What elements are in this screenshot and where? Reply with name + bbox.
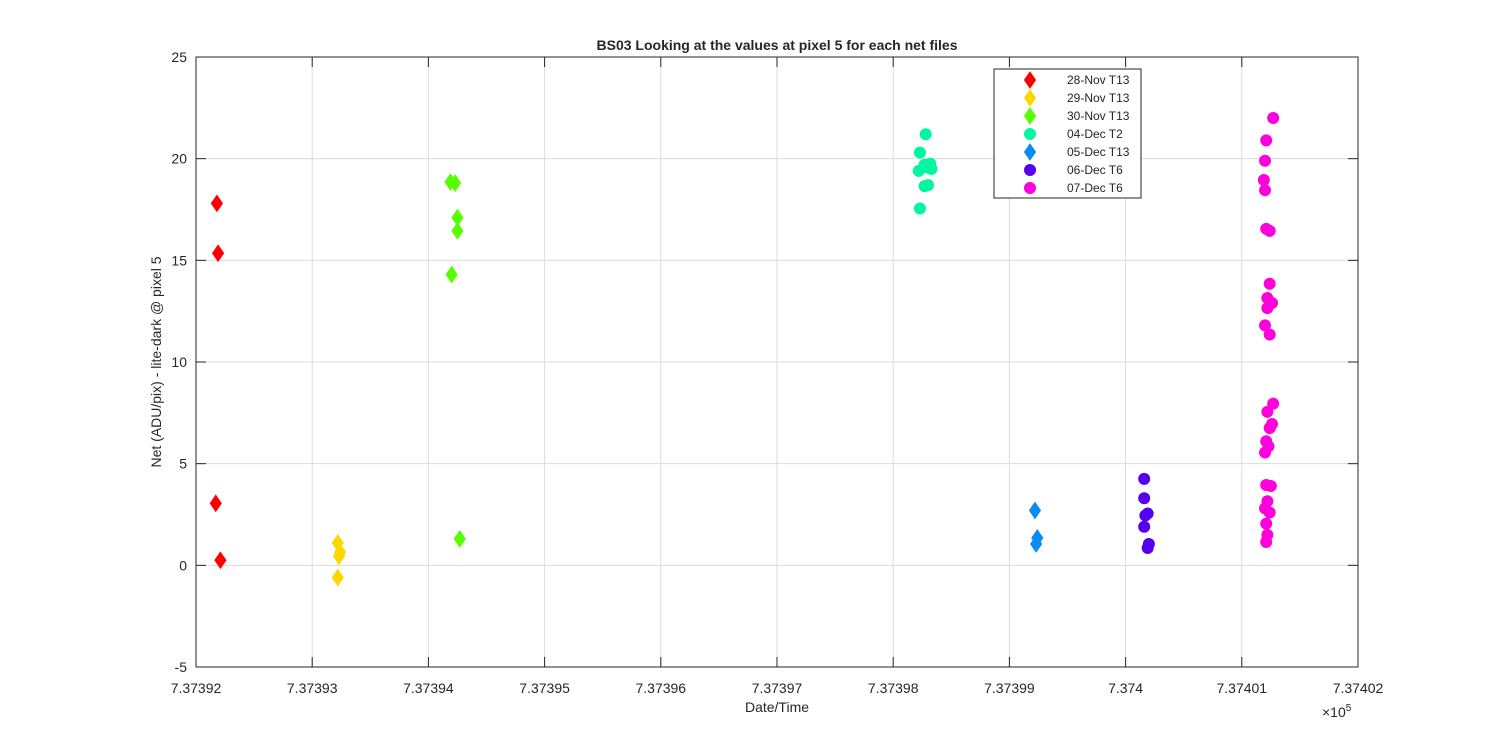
legend-label: 29-Nov T13 [1067, 91, 1130, 105]
y-tick-label: 25 [171, 49, 187, 65]
data-point [1263, 224, 1276, 237]
data-point [1263, 422, 1276, 435]
series-4 [1028, 501, 1044, 553]
data-point [445, 265, 458, 284]
x-tick-label: 7.374 [1108, 680, 1143, 696]
x-axis-multiplier: ×10 [1322, 704, 1346, 720]
legend-marker [1023, 71, 1037, 89]
data-point [332, 547, 346, 566]
series-6 [1257, 112, 1280, 548]
legend-entry: 30-Nov T13 [1023, 107, 1130, 125]
x-tick-label: 7.37395 [519, 680, 570, 696]
data-point [1263, 328, 1276, 341]
data-point [1257, 174, 1270, 187]
tick-layer: 7.37392 7.37393 7.37394 7.37395 7.37396 7.373… [171, 49, 1384, 696]
chart-title: BS03 Looking at the values at pixel 5 fo… [597, 37, 958, 53]
legend-label: 07-Dec T6 [1067, 181, 1123, 195]
x-axis-label: Date/Time [745, 699, 809, 715]
data-point [1030, 535, 1043, 553]
legend-entry: 04-Dec T2 [1024, 127, 1123, 141]
data-point [214, 551, 227, 570]
data-point [1141, 542, 1154, 555]
data-point [1259, 154, 1272, 167]
legend-marker [1023, 107, 1037, 125]
series-3 [912, 128, 938, 215]
data-point [1261, 405, 1274, 418]
legend-label: 06-Dec T6 [1067, 163, 1123, 177]
data-point [211, 244, 225, 263]
x-axis-exponent: 5 [1346, 703, 1352, 714]
series-1 [331, 534, 347, 587]
legend-marker [1023, 143, 1037, 161]
data-point [1267, 112, 1280, 124]
x-tick-label: 7.37402 [1333, 680, 1384, 696]
data-point [912, 164, 925, 177]
legend-box [993, 68, 1142, 199]
legend-label: 28-Nov T13 [1067, 73, 1130, 87]
y-tick-label: 10 [171, 354, 187, 370]
legend-label: 04-Dec T2 [1067, 127, 1123, 141]
data-point [1261, 302, 1274, 315]
x-tick-label: 7.37399 [984, 680, 1035, 696]
y-axis-label: Net (ADU/pix) - lite-dark @ pixel 5 [148, 256, 164, 467]
data-point [1259, 446, 1272, 459]
x-tick-label: 7.37397 [752, 680, 803, 696]
legend-label: 05-Dec T13 [1067, 145, 1130, 159]
data-point [451, 221, 464, 240]
legend-entry: 28-Nov T13 [1023, 71, 1130, 89]
y-tick-label: -5 [175, 659, 188, 675]
y-tick-label: 0 [179, 557, 187, 573]
legend-label: 30-Nov T13 [1067, 109, 1130, 123]
legend-marker [1024, 182, 1036, 194]
data-point [209, 494, 222, 513]
legend-marker [1024, 164, 1036, 176]
data-point [331, 568, 344, 587]
data-point [919, 128, 932, 141]
y-tick-label: 15 [171, 252, 187, 268]
legend: 28-Nov T13 29-Nov T13 30-Nov T13 04-Dec T2 0… [993, 68, 1142, 199]
series-0 [209, 194, 227, 570]
data-point [1260, 535, 1273, 548]
x-tick-label: 7.37393 [287, 680, 338, 696]
y-tick-label: 5 [179, 456, 187, 472]
legend-entry: 05-Dec T13 [1023, 143, 1130, 161]
x-tick-label: 7.37394 [403, 680, 454, 696]
data-point [1138, 520, 1151, 533]
x-tick-label: 7.37392 [171, 680, 222, 696]
x-tick-label: 7.37401 [1216, 680, 1267, 696]
data-point [1263, 506, 1276, 519]
data-point [1260, 517, 1273, 530]
data-point [1263, 277, 1276, 290]
data-point [453, 530, 466, 548]
data-point [210, 194, 224, 213]
legend-entry: 07-Dec T6 [1024, 181, 1123, 195]
legend-marker [1024, 128, 1036, 140]
data-layer [209, 112, 1280, 587]
data-point [913, 202, 926, 215]
series-2 [444, 173, 466, 548]
legend-marker [1023, 89, 1037, 107]
legend-entry: 29-Nov T13 [1023, 89, 1130, 107]
x-tick-label: 7.37396 [635, 680, 686, 696]
data-point [449, 174, 462, 192]
data-point [1138, 492, 1151, 505]
data-point [1139, 509, 1152, 522]
data-point [1260, 134, 1273, 147]
data-point [1028, 501, 1042, 520]
data-point [1259, 184, 1272, 197]
x-tick-label: 7.37398 [868, 680, 919, 696]
data-point [913, 146, 926, 159]
data-point [1138, 472, 1151, 485]
x-axis-exponent-label: ×105 [1322, 703, 1352, 720]
data-point [925, 162, 938, 175]
data-point [1264, 480, 1277, 493]
series-5 [1138, 472, 1155, 555]
legend-entry: 06-Dec T6 [1024, 163, 1123, 177]
data-point [918, 180, 931, 193]
y-tick-label: 20 [171, 151, 187, 167]
data-point [1267, 397, 1280, 410]
